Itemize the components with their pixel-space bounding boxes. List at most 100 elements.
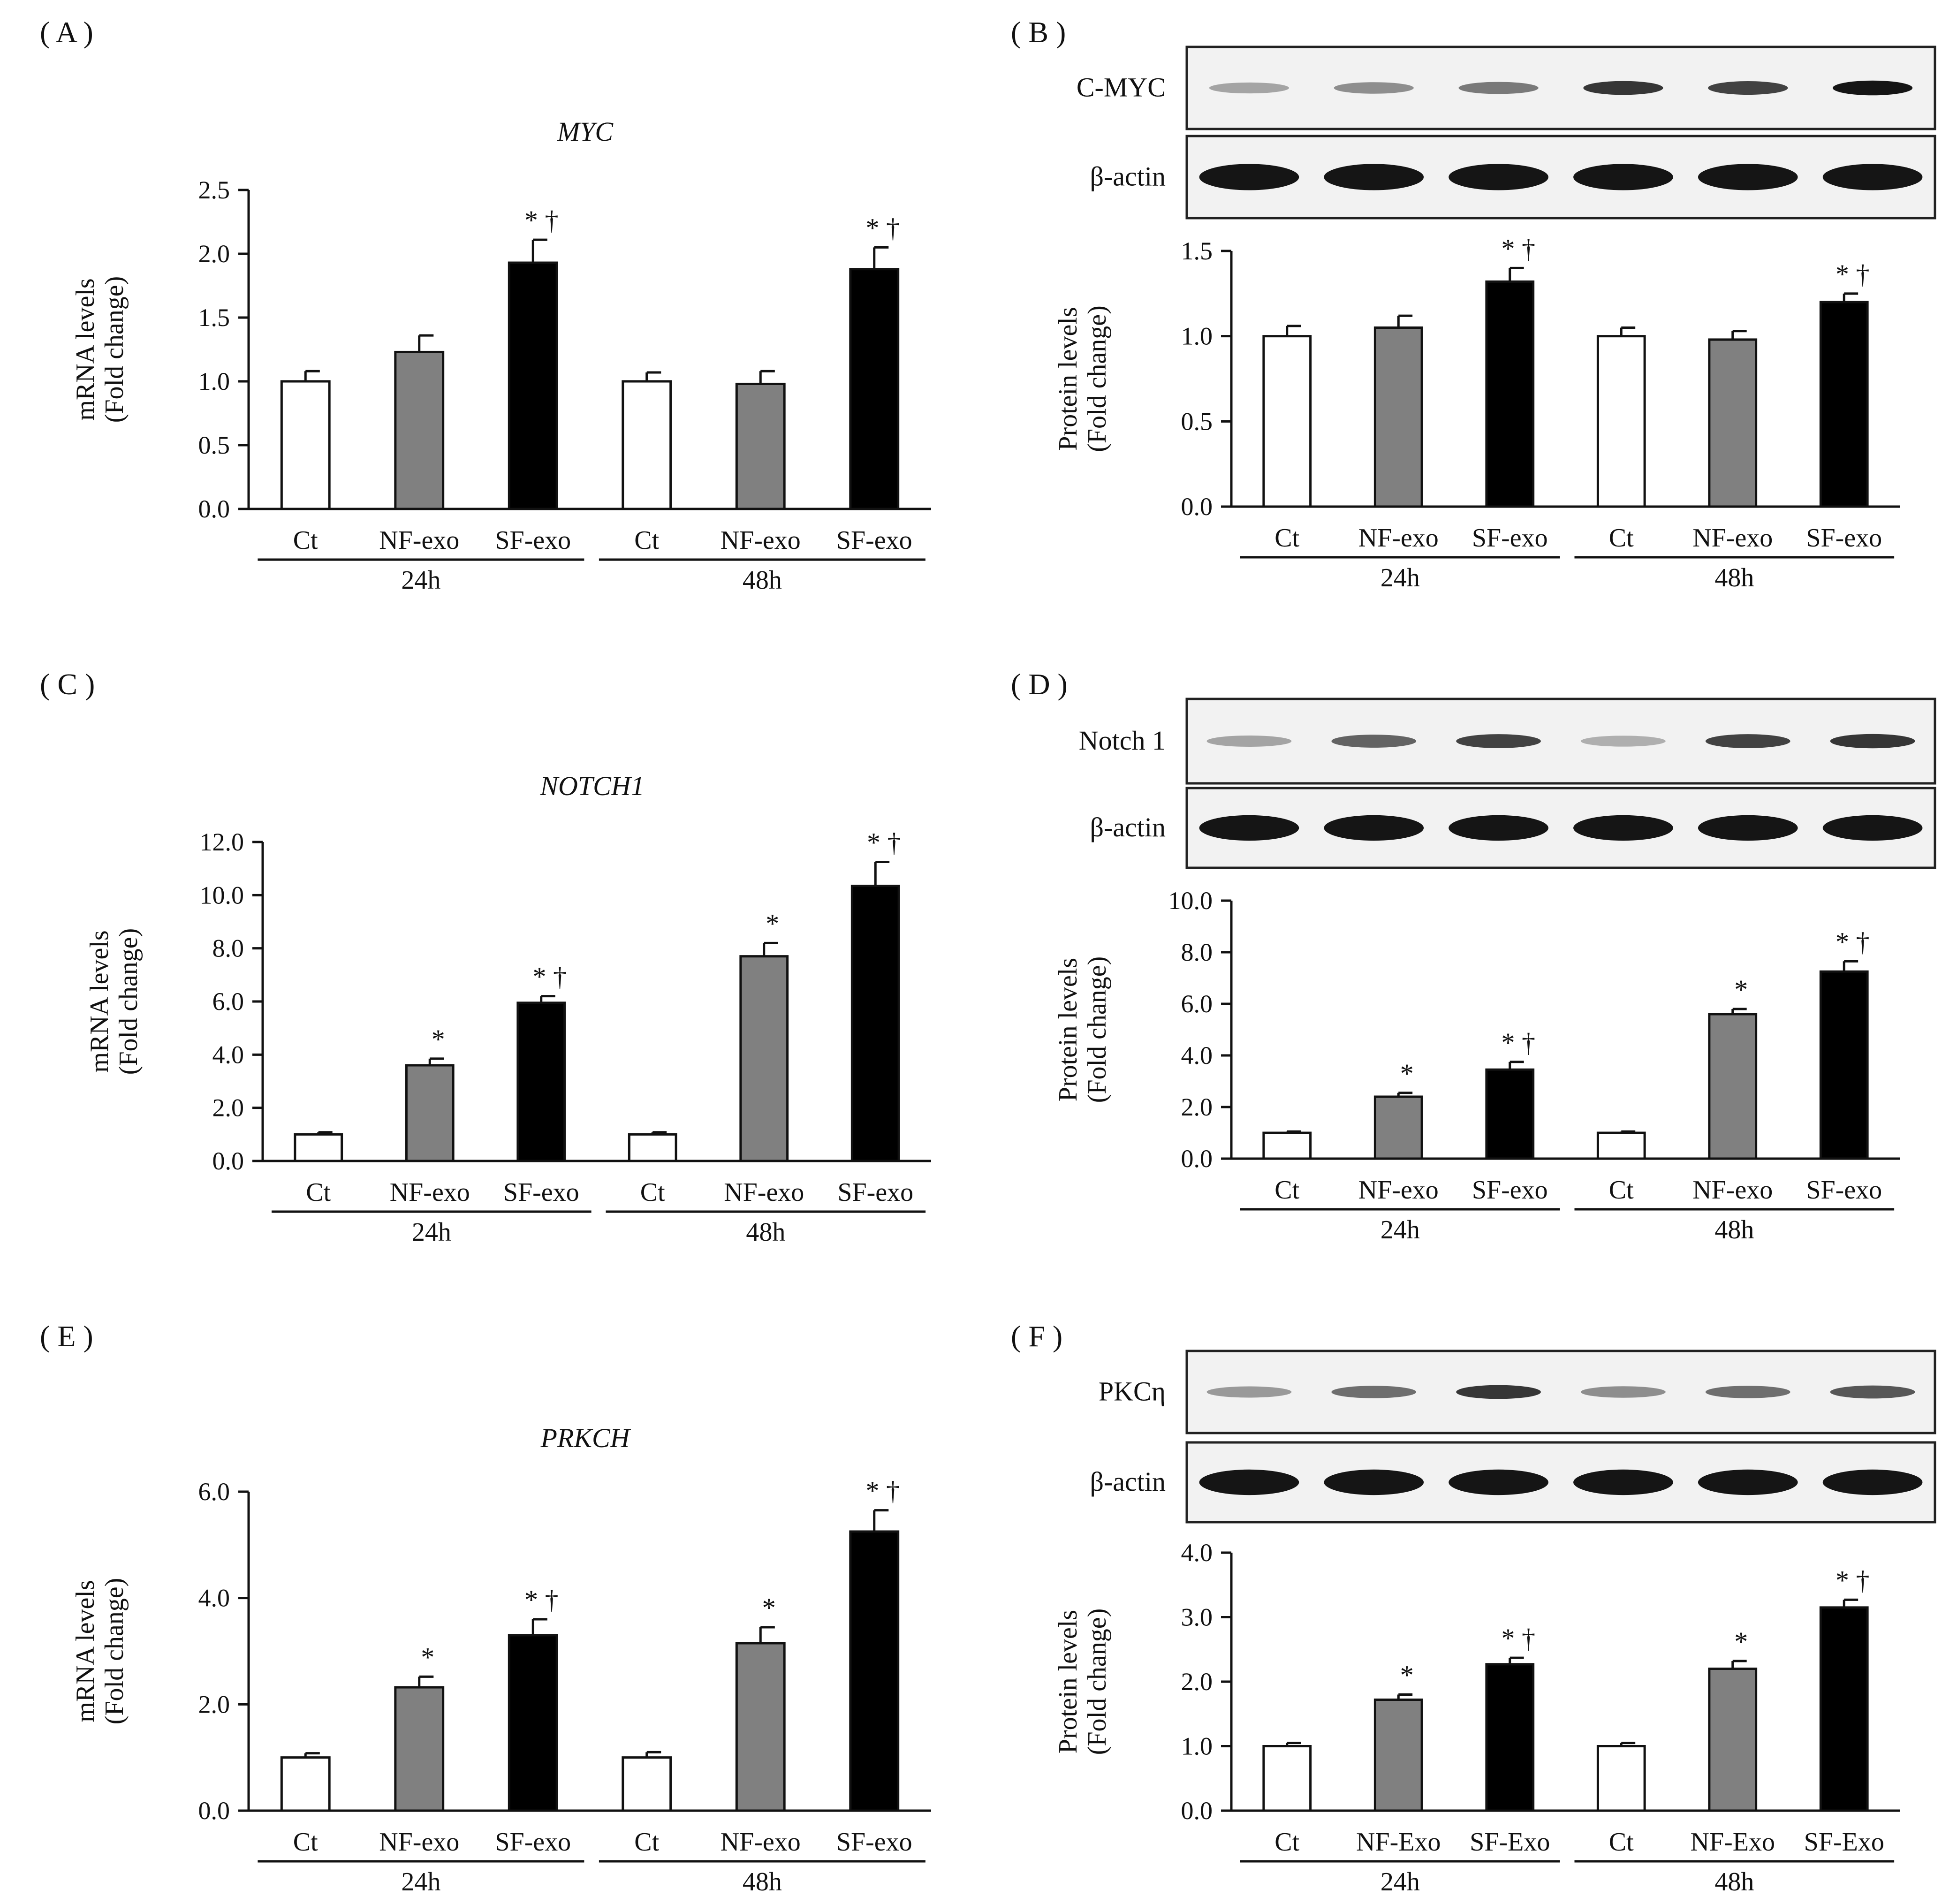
blot-band	[1199, 1469, 1299, 1495]
blot-band	[1324, 164, 1424, 190]
blot-label: β-actin	[1090, 1466, 1166, 1497]
panel-label: ( B )	[1011, 15, 1066, 49]
x-category-label: Ct	[1609, 1176, 1634, 1205]
y-tick-label: 1.0	[1181, 1732, 1213, 1760]
group-label: 24h	[1381, 563, 1420, 592]
y-axis-label-line: (Fold change)	[1083, 305, 1112, 452]
chart-title: NOTCH1	[539, 771, 644, 801]
y-axis-label-line: (Fold change)	[100, 276, 129, 423]
blot-frame	[1185, 1441, 1936, 1524]
y-tick-label: 0.0	[1181, 1145, 1213, 1173]
blot-band	[1334, 82, 1414, 94]
panel-label: ( F )	[1011, 1320, 1062, 1353]
y-tick-label: 3.0	[1181, 1603, 1213, 1631]
panel-b: ( B ) C-MYC β-actin 0.0 0.5 1.0 1.5 Protein lev…	[1011, 15, 1936, 592]
bar-sf-exo	[516, 1001, 566, 1162]
blot-strip: Notch 1	[1079, 698, 1936, 785]
significance-marker: * †	[1502, 1623, 1536, 1654]
y-tick-label: 1.0	[198, 367, 230, 395]
group-label: 24h	[1381, 1867, 1420, 1896]
x-category-label: SF-exo	[1472, 523, 1548, 553]
bar-ct	[1596, 335, 1646, 508]
x-category-label: Ct	[1274, 1828, 1299, 1857]
blot-frame	[1185, 698, 1936, 785]
panel-f: ( F ) PKCη β-actin 0.0 1.0 2.0 3.0 4.0 Protein l…	[1011, 1320, 1936, 1896]
y-tick-label: 4.0	[198, 1584, 230, 1612]
x-category-label: NF-exo	[721, 526, 801, 555]
panel-a: ( A ) MYC 0.0 0.5 1.0 1.5 2.0 2.5 mRNA levels (Fo…	[40, 15, 931, 595]
blot-strip: PKCη	[1099, 1350, 1936, 1434]
blot-band	[1324, 815, 1424, 841]
blot-band	[1458, 82, 1539, 94]
x-category-label: SF-exo	[503, 1178, 579, 1207]
x-category-label: NF-exo	[1358, 523, 1439, 553]
x-category-label: NF-exo	[724, 1178, 804, 1207]
panel-label: ( C )	[40, 668, 95, 701]
y-axis-label-line: (Fold change)	[114, 928, 143, 1075]
y-tick-label: 0.0	[1181, 493, 1213, 521]
x-category-label: NF-exo	[1692, 1176, 1773, 1205]
blot-band	[1456, 1385, 1541, 1399]
y-tick-label: 2.0	[198, 1690, 230, 1718]
y-tick-label: 1.5	[1181, 237, 1213, 265]
x-category-label: Ct	[293, 526, 318, 555]
blot-band	[1830, 734, 1915, 749]
y-tick-label: 1.5	[198, 303, 230, 332]
blot-band	[1209, 82, 1289, 94]
bar-nf-exo	[1708, 1013, 1758, 1160]
y-tick-label: 0.5	[198, 431, 230, 459]
x-category-label: SF-Exo	[1804, 1828, 1884, 1857]
x-category-label: Ct	[634, 1828, 659, 1857]
x-category-label: SF-Exo	[1470, 1828, 1550, 1857]
blot-band	[1573, 164, 1673, 190]
blot-band	[1199, 164, 1299, 190]
y-axis-label-line: Protein levels	[1054, 307, 1083, 450]
blot-band	[1449, 1469, 1548, 1495]
blot-band	[1698, 815, 1798, 841]
blot-band	[1324, 1469, 1424, 1495]
group-label: 24h	[401, 1867, 440, 1896]
x-category-label: Ct	[306, 1178, 331, 1207]
bar-sf-exo	[849, 1530, 900, 1812]
blot-band	[1449, 164, 1548, 190]
significance-marker: *	[421, 1642, 434, 1672]
panel-label: ( D )	[1011, 668, 1068, 701]
significance-marker: * †	[867, 827, 901, 858]
group-label: 48h	[743, 1867, 782, 1896]
y-tick-label: 2.0	[198, 240, 230, 268]
x-category-label: Ct	[640, 1178, 665, 1207]
blot-label: C-MYC	[1077, 72, 1166, 103]
significance-marker: *	[1400, 1660, 1414, 1691]
x-category-label: NF-exo	[379, 526, 459, 555]
blot-band	[1822, 1469, 1923, 1495]
y-axis-label-line: mRNA levels	[71, 278, 100, 420]
blot-strip: C-MYC	[1077, 46, 1936, 130]
blot-band	[1581, 736, 1666, 747]
y-tick-label: 10.0	[1168, 887, 1213, 915]
significance-marker: *	[432, 1024, 445, 1054]
x-category-label: Ct	[1609, 523, 1634, 553]
bar-ct	[1262, 1131, 1312, 1160]
bar-sf-exo	[1819, 1606, 1869, 1812]
bar-nf-exo	[1373, 1095, 1423, 1160]
significance-marker: *	[762, 1593, 776, 1623]
chart-title: PRKCH	[540, 1423, 631, 1453]
y-axis-label: mRNA levels (Fold change)	[71, 276, 129, 423]
x-category-label: SF-exo	[837, 1178, 913, 1207]
bar-ct	[280, 1756, 331, 1812]
y-tick-label: 10.0	[200, 881, 244, 909]
x-category-label: SF-exo	[1806, 1176, 1882, 1205]
y-axis-label-line: (Fold change)	[1083, 956, 1112, 1103]
x-category-label: Ct	[1274, 1176, 1299, 1205]
significance-marker: * †	[1836, 259, 1870, 289]
bar-ct	[1596, 1745, 1646, 1812]
x-category-label: SF-exo	[836, 526, 912, 555]
bar-nf-exo	[394, 1686, 445, 1812]
panel-c: ( C ) NOTCH1 0.0 2.0 4.0 6.0 8.0 10.0 12.0 mRNA l…	[40, 668, 931, 1247]
y-tick-label: 6.0	[198, 1478, 230, 1506]
significance-marker: * †	[1836, 926, 1870, 957]
x-category-label: NF-exo	[379, 1828, 459, 1857]
bar-sf-exo	[508, 1634, 558, 1812]
y-axis-label-line: Protein levels	[1054, 1610, 1083, 1753]
